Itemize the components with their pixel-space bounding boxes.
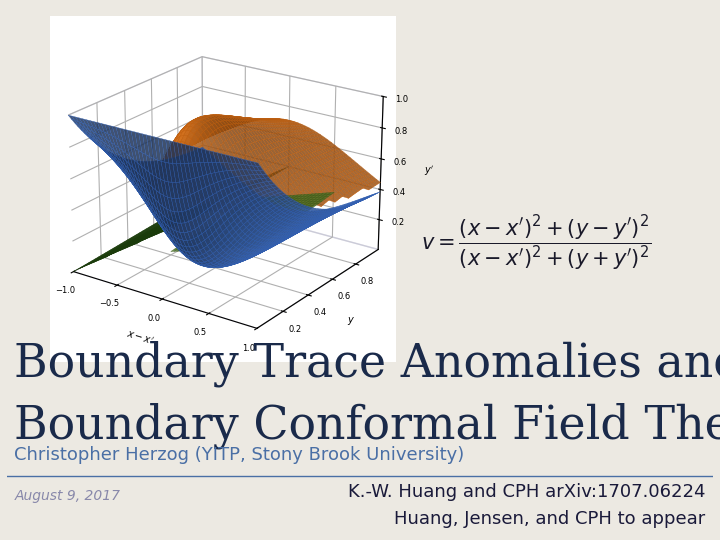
Text: Christopher Herzog (YITP, Stony Brook University): Christopher Herzog (YITP, Stony Brook Un… bbox=[14, 446, 464, 464]
Text: August 9, 2017: August 9, 2017 bbox=[14, 489, 120, 503]
Text: Boundary Conformal Field Theory: Boundary Conformal Field Theory bbox=[14, 403, 720, 449]
X-axis label: $x-x'$: $x-x'$ bbox=[125, 328, 156, 347]
Text: $v = \dfrac{(x - x')^2 + (y - y')^2}{(x - x')^2 + (y + y')^2}$: $v = \dfrac{(x - x')^2 + (y - y')^2}{(x … bbox=[421, 213, 652, 273]
Y-axis label: $y$: $y$ bbox=[347, 315, 355, 327]
Text: Boundary Trace Anomalies and: Boundary Trace Anomalies and bbox=[14, 340, 720, 387]
Text: K.-W. Huang and CPH arXiv:1707.06224
Huang, Jensen, and CPH to appear: K.-W. Huang and CPH arXiv:1707.06224 Hua… bbox=[348, 483, 706, 528]
